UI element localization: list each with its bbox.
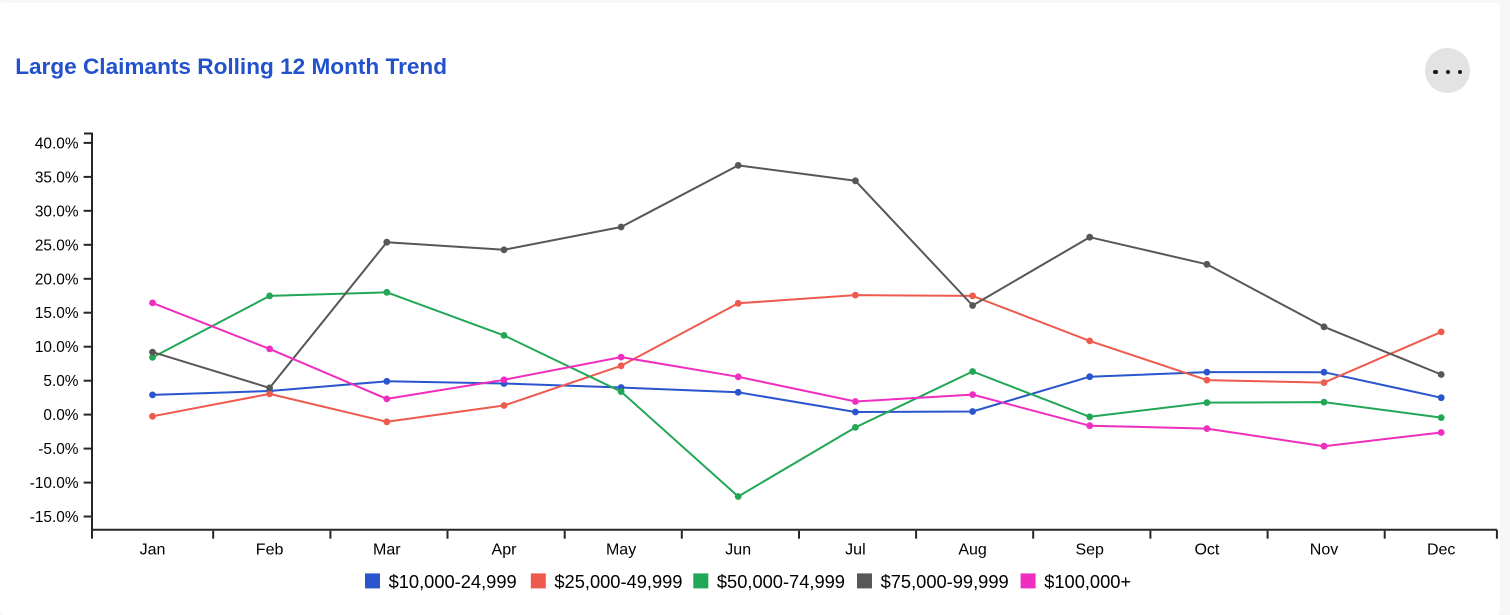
svg-text:Jan: Jan	[140, 541, 166, 558]
svg-text:20.0%: 20.0%	[35, 271, 79, 288]
svg-text:0.0%: 0.0%	[43, 407, 78, 424]
svg-text:40.0%: 40.0%	[35, 135, 79, 152]
svg-text:-10.0%: -10.0%	[30, 475, 79, 492]
svg-text:15.0%: 15.0%	[35, 305, 79, 322]
svg-text:Jul: Jul	[845, 541, 865, 558]
svg-text:-15.0%: -15.0%	[30, 509, 79, 526]
svg-text:$25,000-49,999: $25,000-49,999	[554, 571, 682, 592]
svg-text:Apr: Apr	[492, 541, 518, 558]
svg-text:10.0%: 10.0%	[35, 339, 79, 356]
svg-text:Sep: Sep	[1075, 541, 1104, 558]
svg-text:$50,000-74,999: $50,000-74,999	[717, 571, 845, 592]
svg-text:Aug: Aug	[958, 541, 986, 558]
svg-text:Feb: Feb	[256, 541, 284, 558]
svg-text:-5.0%: -5.0%	[38, 441, 79, 458]
svg-text:$10,000-24,999: $10,000-24,999	[389, 571, 517, 592]
svg-text:Nov: Nov	[1310, 541, 1338, 558]
svg-text:Mar: Mar	[373, 541, 401, 558]
svg-text:Jun: Jun	[725, 541, 751, 558]
svg-text:Oct: Oct	[1194, 541, 1219, 558]
svg-text:$75,000-99,999: $75,000-99,999	[881, 571, 1009, 592]
svg-text:$100,000+: $100,000+	[1044, 571, 1131, 592]
svg-text:Dec: Dec	[1427, 541, 1455, 558]
svg-text:35.0%: 35.0%	[35, 169, 79, 186]
svg-text:5.0%: 5.0%	[43, 373, 78, 390]
svg-text:25.0%: 25.0%	[35, 237, 79, 254]
svg-text:May: May	[606, 541, 636, 558]
svg-text:30.0%: 30.0%	[35, 203, 79, 220]
